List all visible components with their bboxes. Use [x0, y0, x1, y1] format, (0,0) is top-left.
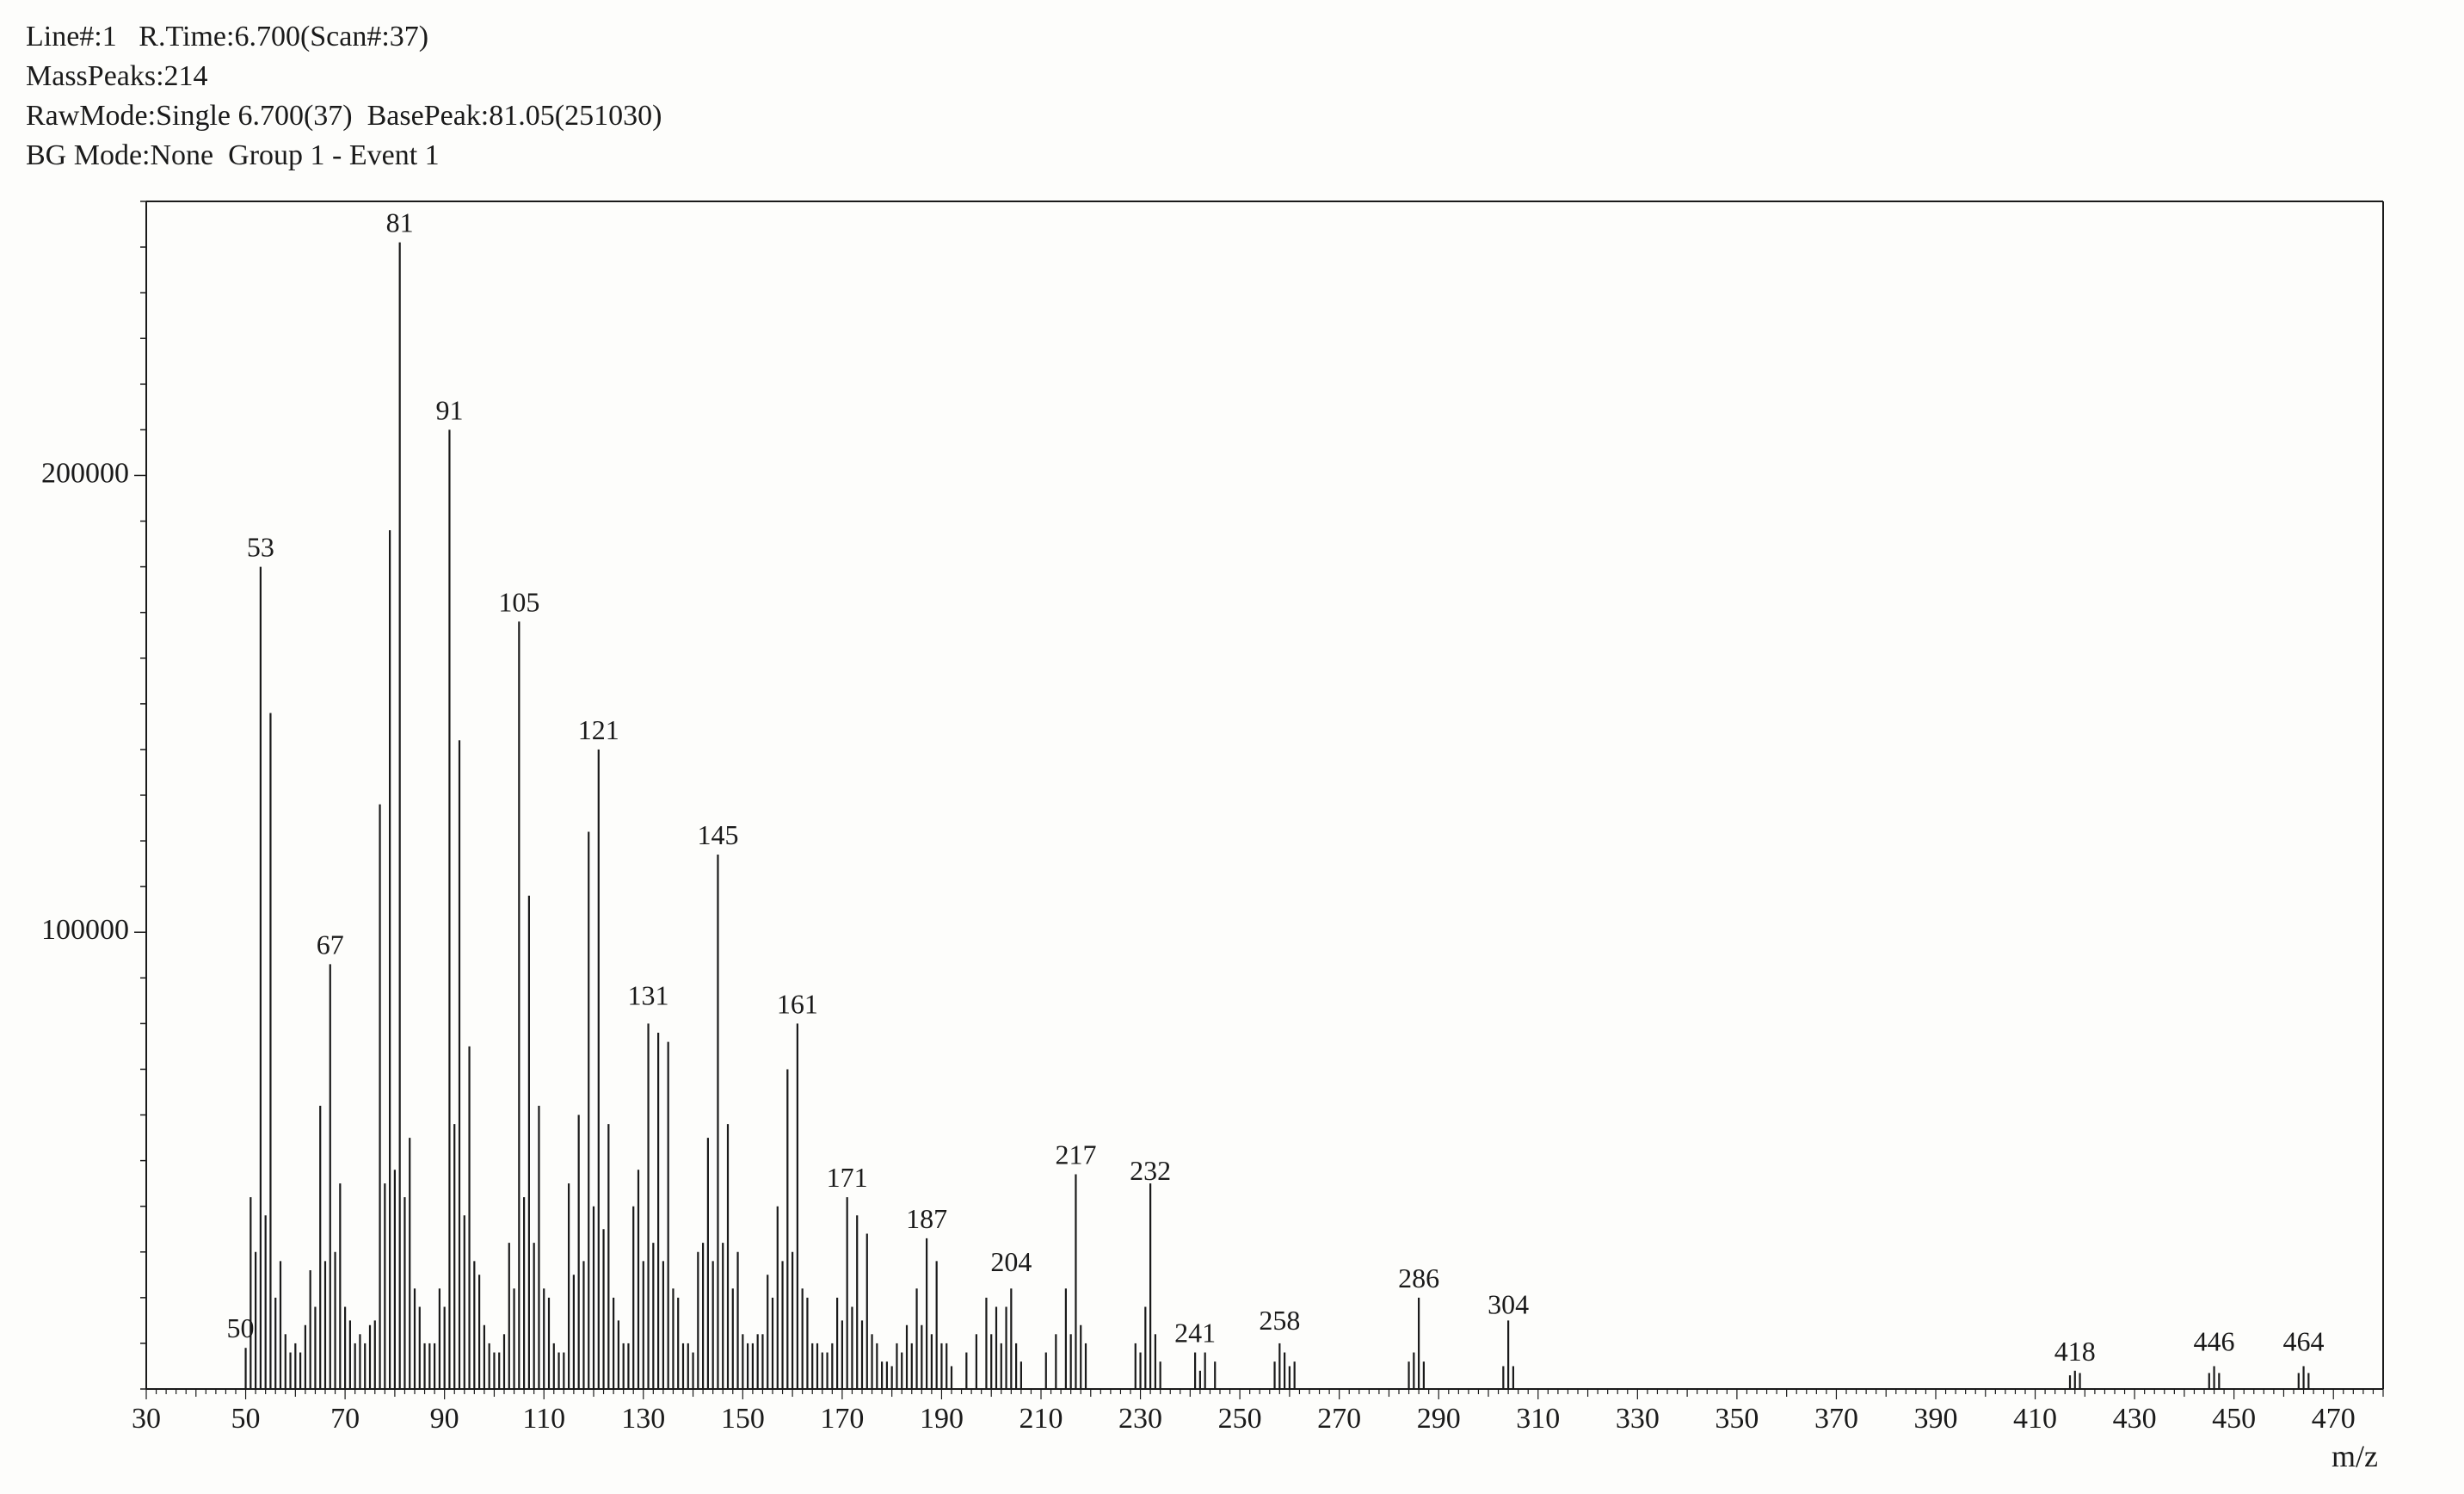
svg-text:91: 91	[435, 394, 463, 425]
svg-text:m/z: m/z	[2332, 1439, 2378, 1473]
svg-text:470: 470	[2312, 1403, 2356, 1435]
svg-text:286: 286	[1398, 1262, 1439, 1293]
svg-text:204: 204	[990, 1246, 1032, 1277]
svg-text:171: 171	[827, 1162, 868, 1193]
svg-text:304: 304	[1488, 1288, 1529, 1319]
spectrum-svg: 100000 200000 30 50 70 90 110 130 150 170 190 210 23…	[26, 184, 2400, 1475]
svg-text:230: 230	[1118, 1403, 1162, 1435]
svg-text:130: 130	[621, 1403, 665, 1435]
svg-text:170: 170	[820, 1403, 864, 1435]
svg-text:390: 390	[1914, 1403, 1958, 1435]
svg-text:50: 50	[231, 1403, 261, 1435]
svg-text:446: 446	[2194, 1325, 2235, 1356]
svg-text:190: 190	[920, 1403, 964, 1435]
svg-text:200000: 200000	[41, 457, 129, 489]
svg-text:30: 30	[132, 1403, 161, 1435]
svg-text:350: 350	[1715, 1403, 1759, 1435]
svg-text:210: 210	[1019, 1403, 1063, 1435]
header-line-2: MassPeaks:214	[26, 57, 2438, 96]
svg-text:250: 250	[1218, 1403, 1262, 1435]
svg-text:145: 145	[697, 819, 738, 850]
svg-text:450: 450	[2212, 1403, 2256, 1435]
spectrum-header: Line#:1 R.Time:6.700(Scan#:37) MassPeaks…	[26, 17, 2438, 176]
svg-text:105: 105	[498, 586, 539, 617]
header-line-1: Line#:1 R.Time:6.700(Scan#:37)	[26, 17, 2438, 57]
page: Line#:1 R.Time:6.700(Scan#:37) MassPeaks…	[0, 0, 2464, 1494]
svg-text:330: 330	[1616, 1403, 1660, 1435]
svg-text:464: 464	[2283, 1325, 2325, 1356]
svg-text:150: 150	[721, 1403, 765, 1435]
svg-text:53: 53	[247, 531, 274, 562]
svg-text:310: 310	[1516, 1403, 1560, 1435]
svg-text:258: 258	[1259, 1304, 1300, 1335]
svg-text:270: 270	[1317, 1403, 1361, 1435]
svg-text:131: 131	[628, 979, 669, 1010]
svg-text:67: 67	[317, 929, 344, 960]
header-line-3: RawMode:Single 6.700(37) BasePeak:81.05(…	[26, 96, 2438, 136]
svg-text:430: 430	[2113, 1403, 2157, 1435]
svg-text:187: 187	[906, 1202, 947, 1233]
svg-text:81: 81	[386, 207, 414, 238]
svg-text:50: 50	[227, 1312, 255, 1343]
svg-text:70: 70	[330, 1403, 360, 1435]
mass-spectrum-chart: 100000 200000 30 50 70 90 110 130 150 170 190 210 23…	[26, 184, 2400, 1475]
header-line-1b: R.Time:6.700(Scan#:37)	[139, 21, 428, 52]
svg-text:217: 217	[1055, 1139, 1096, 1170]
svg-text:241: 241	[1174, 1317, 1216, 1348]
svg-text:232: 232	[1130, 1155, 1171, 1186]
svg-text:121: 121	[578, 713, 619, 744]
svg-text:370: 370	[1814, 1403, 1858, 1435]
header-line-4: BG Mode:None Group 1 - Event 1	[26, 136, 2438, 176]
header-line-1a: Line#:1	[26, 21, 117, 52]
svg-text:161: 161	[777, 988, 818, 1019]
svg-text:418: 418	[2054, 1335, 2096, 1366]
svg-text:410: 410	[2013, 1403, 2057, 1435]
svg-text:290: 290	[1417, 1403, 1461, 1435]
svg-text:90: 90	[430, 1403, 459, 1435]
svg-text:110: 110	[522, 1403, 565, 1435]
svg-text:100000: 100000	[41, 914, 129, 946]
